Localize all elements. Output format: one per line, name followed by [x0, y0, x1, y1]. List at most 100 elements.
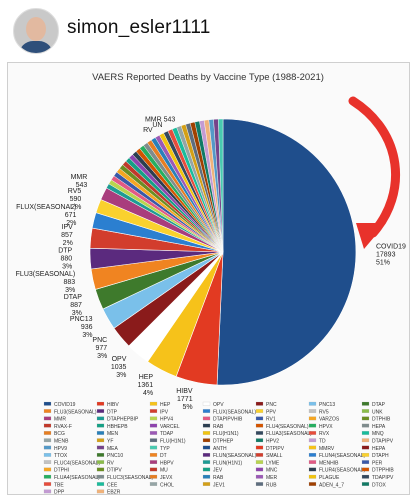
legend-swatch: [202, 467, 211, 472]
legend: COVID19 HIBV HEP OPV PNC PNC13 DTAP FLU3(SEASON…: [43, 401, 394, 494]
pie-chart: VAERS Reported Deaths by Vaccine Type (1…: [16, 72, 406, 494]
legend-swatch: [43, 467, 52, 472]
legend-label: DTIPV: [107, 468, 122, 474]
legend-label: HPV9: [54, 446, 67, 452]
legend-swatch: [255, 438, 264, 443]
legend-swatch: [361, 445, 370, 450]
legend-swatch: [43, 431, 52, 435]
slice-label-hibv: 5%: [182, 404, 192, 411]
avatar-shirt: [19, 41, 53, 53]
slice-label-dtap: 887: [70, 302, 82, 309]
legend-label: MER: [266, 475, 278, 481]
legend-label: DPP: [54, 490, 65, 494]
username[interactable]: simon_esler1111: [67, 17, 211, 38]
legend-swatch: [96, 474, 105, 479]
legend-label: JEV: [213, 468, 223, 474]
legend-label: COVID19: [54, 402, 76, 408]
legend-swatch: [43, 453, 52, 457]
legend-swatch: [43, 438, 52, 443]
legend-label: HEPA: [372, 446, 386, 452]
legend-label: TTOX: [54, 453, 68, 459]
legend-swatch: [308, 482, 317, 486]
slice-label-covid19: COVID19: [376, 243, 406, 250]
slice-label-flux-seasonal-: FLUX(SEASONAL): [16, 204, 76, 211]
slice-label-flux-seasonal-: 2%: [66, 220, 76, 227]
avatar[interactable]: [13, 8, 59, 54]
legend-swatch: [149, 409, 158, 413]
legend-label: OPV: [213, 402, 224, 408]
pie-slice-small-30: [218, 118, 224, 253]
avatar-face: [26, 17, 46, 41]
slice-label-hep: 1361: [138, 382, 154, 389]
legend-label: FLU(H1N1): [160, 439, 186, 445]
legend-label: HEP: [160, 402, 171, 408]
legend-label: MEA: [107, 446, 119, 452]
legend-label: PNC13: [319, 402, 335, 408]
legend-label: DTPHIB: [372, 417, 391, 423]
legend-swatch: [149, 416, 158, 421]
legend-swatch: [96, 431, 105, 435]
legend-label: RVX: [319, 431, 330, 437]
legend-swatch: [202, 474, 211, 479]
legend-swatch: [96, 482, 105, 486]
legend-label: MEN: [107, 431, 119, 437]
legend-swatch: [308, 416, 317, 421]
legend-swatch: [255, 482, 264, 486]
legend-swatch: [43, 460, 52, 464]
slice-label-dtap: 3%: [72, 310, 82, 317]
legend-label: PLAGUE: [319, 475, 340, 481]
legend-swatch: [255, 416, 264, 421]
slice-label-flu3-seasonal-: FLU3(SEASONAL): [16, 271, 76, 278]
legend-label: FLUX(SEASONAL): [213, 409, 256, 415]
legend-label: FLU(H1N1): [213, 431, 239, 437]
legend-label: DT: [160, 453, 167, 459]
slice-label-hibv: HIBV: [176, 388, 193, 395]
legend-label: TDAP: [160, 431, 174, 437]
legend-label: UNK: [372, 409, 383, 415]
legend-label: DTAPHEPBIP: [107, 417, 139, 423]
legend-swatch: [43, 423, 52, 428]
legend-label: TD: [319, 439, 326, 445]
slice-label-dtp: 3%: [62, 264, 72, 271]
slice-label-pnc13: 3%: [82, 332, 92, 339]
legend-label: DTOX: [372, 482, 386, 488]
legend-swatch: [96, 423, 105, 428]
legend-label: ANTH: [213, 446, 227, 452]
legend-swatch: [255, 431, 264, 435]
slice-label-pnc: PNC: [92, 337, 107, 344]
legend-label: SMALL: [266, 453, 283, 459]
legend-label: HPVX: [319, 424, 333, 430]
legend-swatch: [149, 453, 158, 457]
legend-swatch: [308, 467, 317, 472]
legend-swatch: [202, 423, 211, 428]
legend-swatch: [149, 474, 158, 479]
slice-label-rv5: 2%: [71, 204, 81, 211]
legend-label: FLU4(SEASONAL): [266, 424, 309, 430]
slice-label-dtp: 880: [61, 256, 73, 263]
legend-label: DTPHI: [54, 468, 69, 474]
legend-swatch: [308, 460, 317, 464]
slice-label-flu3-seasonal-: 883: [64, 279, 76, 286]
legend-swatch: [202, 401, 211, 406]
slice-label-flu3-seasonal-: 3%: [65, 287, 75, 294]
slice-label-hep: 4%: [143, 390, 153, 397]
pie-slices: [89, 118, 357, 386]
post-image[interactable]: VAERS Reported Deaths by Vaccine Type (1…: [7, 62, 410, 495]
legend-swatch: [255, 474, 264, 479]
legend-swatch: [361, 416, 370, 421]
legend-swatch: [361, 453, 370, 457]
slice-label-pnc13: PNC13: [70, 316, 93, 323]
slice-label-pnc13: 936: [81, 324, 93, 331]
legend-swatch: [255, 467, 264, 472]
legend-label: DTAPIPVHIB: [213, 417, 243, 423]
legend-label: HIBV: [107, 402, 119, 408]
slice-label-ipv: 2%: [63, 240, 73, 247]
legend-label: DTPHEP: [213, 439, 234, 445]
slice-labels: COVID191789351%HIBV17715%HEP13614%OPV103…: [16, 116, 406, 411]
pie-slice-covid19: [216, 118, 357, 386]
legend-swatch: [361, 467, 370, 472]
legend-label: MENB: [54, 439, 69, 445]
legend-label: ADEN_4_7: [319, 482, 344, 488]
legend-swatch: [96, 467, 105, 472]
legend-swatch: [255, 423, 264, 428]
